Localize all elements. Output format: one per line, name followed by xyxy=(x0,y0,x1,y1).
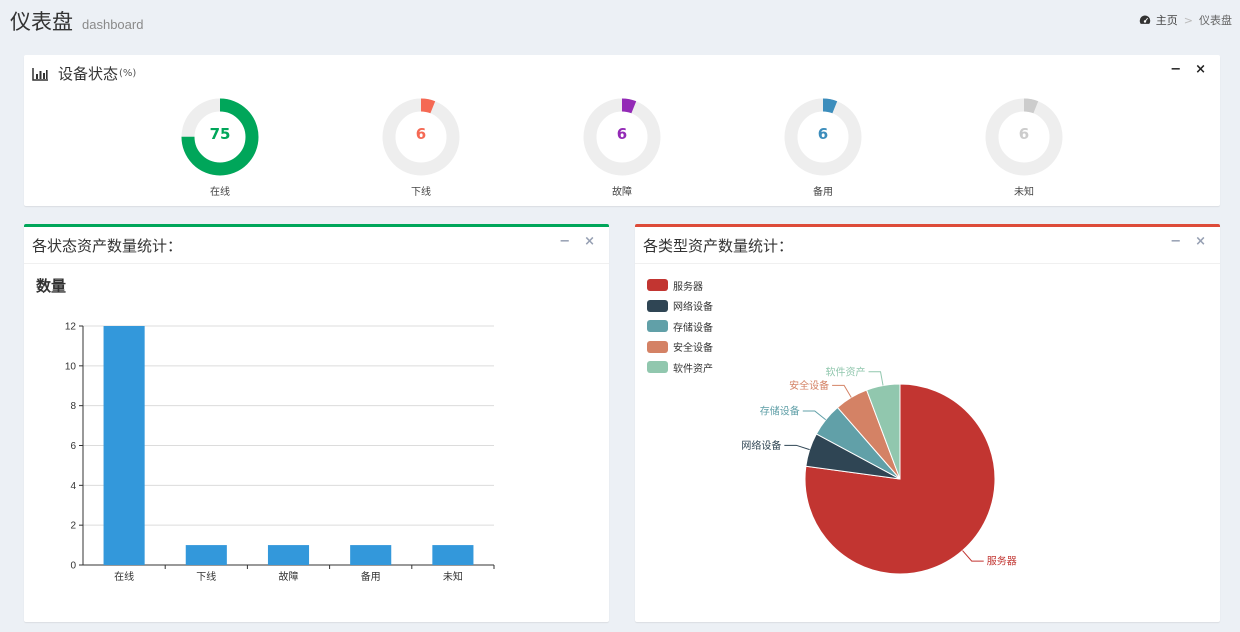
device-status-header: 设备状态 (%) xyxy=(32,63,136,84)
gauge-fill xyxy=(181,98,259,176)
pie-label: 网络设备 xyxy=(741,439,781,452)
y-tick-label: 4 xyxy=(70,481,76,492)
status-asset-tools: − × xyxy=(559,234,595,250)
gauge-value: 6 xyxy=(1018,125,1030,143)
gauge-ring xyxy=(583,98,661,176)
status-asset-panel-title: 各状态资产数量统计： xyxy=(32,237,183,255)
type-asset-panel-title: 各类型资产数量统计： xyxy=(643,237,794,255)
type-asset-tools: − × xyxy=(1170,234,1206,250)
pie-label-line xyxy=(802,410,827,421)
x-tick-label: 下线 xyxy=(196,570,216,583)
x-tick-label: 在线 xyxy=(114,570,134,583)
page-header: 仪表盘 dashboard xyxy=(10,6,143,36)
gauge-ring xyxy=(985,98,1063,176)
gauge-value: 6 xyxy=(817,125,829,143)
x-tick-label: 未知 xyxy=(443,570,463,583)
y-tick-label: 10 xyxy=(65,361,77,372)
gauge-label: 下线 xyxy=(411,187,431,198)
status-gauge: 6 下线 xyxy=(381,97,461,198)
type-asset-panel: 各类型资产数量统计： − × 服务器 网络设备 存储设备 安全设备 软件资产 服务器 网络… xyxy=(635,224,1220,622)
chart-title: 数量 xyxy=(36,277,66,295)
breadcrumb-current: 仪表盘 xyxy=(1199,14,1232,27)
gauge-label: 故障 xyxy=(612,187,632,198)
close-button[interactable]: × xyxy=(1195,62,1206,77)
y-tick-label: 0 xyxy=(70,561,76,572)
page-title: 仪表盘 xyxy=(10,10,73,34)
breadcrumb: 主页 > 仪表盘 xyxy=(1139,12,1232,28)
pie-label-line xyxy=(832,384,852,398)
gauge-value: 6 xyxy=(415,125,427,143)
device-status-panel: 设备状态 (%) − × 75 在线 6 下线 6 故障 6 备用 6 未知 xyxy=(24,55,1220,206)
collapse-button[interactable]: − xyxy=(559,234,571,249)
legend-label: 安全设备 xyxy=(673,343,713,355)
legend-label: 网络设备 xyxy=(673,302,713,314)
status-gauge: 6 未知 xyxy=(984,97,1064,198)
legend-swatch xyxy=(647,279,668,292)
pie-label-line xyxy=(868,371,884,386)
bar-chart-icon xyxy=(32,67,48,81)
y-tick-label: 8 xyxy=(70,401,76,412)
device-status-tools: − × xyxy=(1170,62,1206,78)
pie-label-line xyxy=(784,444,810,451)
x-tick-label: 故障 xyxy=(279,570,299,583)
gauge-fill xyxy=(382,98,460,176)
gauge-fill xyxy=(784,98,862,176)
bar xyxy=(267,545,310,565)
y-tick-label: 2 xyxy=(70,521,76,532)
status-gauge: 75 在线 xyxy=(180,97,260,198)
gauge-ring xyxy=(784,98,862,176)
close-button[interactable]: × xyxy=(1195,234,1206,249)
gauge-label: 在线 xyxy=(210,187,230,198)
legend-swatch xyxy=(647,320,668,333)
gauge-ring xyxy=(382,98,460,176)
collapse-button[interactable]: − xyxy=(1170,234,1182,249)
legend-label: 软件资产 xyxy=(673,363,713,375)
gauge-value: 6 xyxy=(616,125,628,143)
pie-label: 服务器 xyxy=(987,555,1017,568)
legend-item[interactable]: 服务器 xyxy=(647,275,713,296)
pie-label-line xyxy=(962,550,984,562)
page-subtitle: dashboard xyxy=(82,17,144,32)
pie-label: 存储设备 xyxy=(760,405,800,418)
status-bar-chart: 数量 0 2 4 6 8 10 12 在线 下线 故障 备用 未知 xyxy=(36,277,495,583)
gauge-value: 75 xyxy=(209,125,231,143)
close-button[interactable]: × xyxy=(584,234,595,249)
pie-label: 安全设备 xyxy=(789,379,829,392)
status-gauge: 6 故障 xyxy=(582,97,662,198)
gauge-ring xyxy=(181,98,259,176)
bar xyxy=(350,545,392,565)
gauge-fill xyxy=(583,98,661,176)
status-gauge: 6 备用 xyxy=(783,97,863,198)
gauge-label: 未知 xyxy=(1014,187,1034,198)
dashboard-icon xyxy=(1139,15,1151,24)
breadcrumb-separator: > xyxy=(1183,13,1193,27)
pie-legend: 服务器网络设备存储设备安全设备软件资产 xyxy=(647,275,713,378)
pie-label: 软件资产 xyxy=(826,365,866,378)
y-tick-label: 12 xyxy=(65,322,77,333)
legend-item[interactable]: 网络设备 xyxy=(647,296,713,317)
legend-item[interactable]: 安全设备 xyxy=(647,337,713,358)
legend-swatch xyxy=(647,361,668,374)
device-status-unit: (%) xyxy=(119,68,137,79)
pie-slice xyxy=(865,383,901,480)
legend-swatch xyxy=(647,299,668,312)
device-status-title: 设备状态 xyxy=(58,65,119,83)
legend-item[interactable]: 软件资产 xyxy=(647,357,713,378)
bar xyxy=(185,545,227,565)
gauge-label: 备用 xyxy=(813,187,833,198)
breadcrumb-home-link[interactable]: 主页 xyxy=(1155,14,1178,27)
x-tick-label: 备用 xyxy=(361,570,381,583)
y-tick-label: 6 xyxy=(70,441,76,452)
legend-item[interactable]: 存储设备 xyxy=(647,316,713,337)
status-asset-panel: 各状态资产数量统计： − × 数量 0 2 4 6 8 10 12 在线 下线 故障 备用 未知 xyxy=(24,224,609,622)
legend-swatch xyxy=(647,340,668,353)
legend-label: 存储设备 xyxy=(673,322,713,334)
collapse-button[interactable]: − xyxy=(1170,62,1182,77)
bar xyxy=(103,326,145,565)
bar xyxy=(432,545,474,565)
gauge-fill xyxy=(985,98,1063,176)
legend-label: 服务器 xyxy=(673,281,703,293)
